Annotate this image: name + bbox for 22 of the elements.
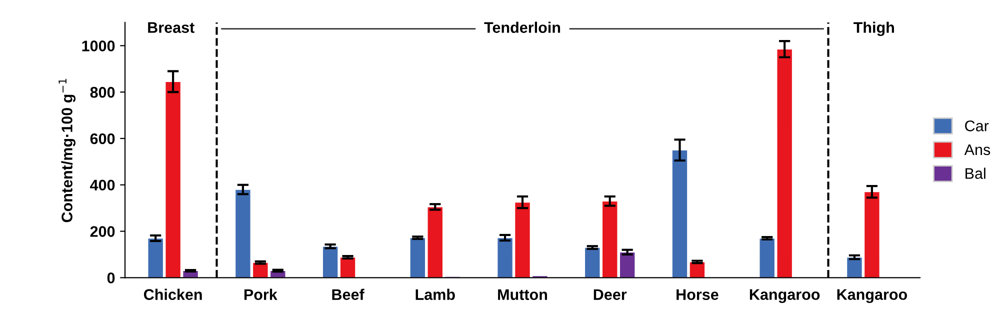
y-tick-label: 600 [90, 133, 115, 144]
y-tick-label: 800 [90, 86, 115, 98]
y-tick-label: 400 [90, 180, 115, 191]
legend-label: Car [965, 120, 989, 132]
y-tick-label: 1000 [82, 40, 115, 52]
x-tick-label: Kangaroo [750, 289, 820, 304]
y-tick-label: 0 [107, 272, 115, 284]
y-tick-label: 200 [90, 226, 115, 237]
x-tick-label: Horse [676, 289, 718, 300]
annotation: Breast [148, 22, 194, 33]
x-tick-label: Mutton [498, 289, 548, 300]
annotation: Thigh [854, 22, 894, 36]
x-tick-label: Kangaroo [837, 289, 908, 304]
legend-label: Ans [964, 144, 990, 156]
y-axis-title: Content/mg·100 g$^{−1}$ [58, 78, 76, 222]
x-tick-label: Pork [244, 288, 278, 300]
annotation: Tenderloin [484, 22, 560, 33]
x-tick-label: Beef [332, 288, 364, 300]
legend-label: Bal [966, 168, 986, 179]
x-tick-label: Deer [594, 289, 627, 300]
x-tick-label: Chicken [144, 288, 202, 300]
x-tick-label: Lamb [416, 288, 455, 300]
